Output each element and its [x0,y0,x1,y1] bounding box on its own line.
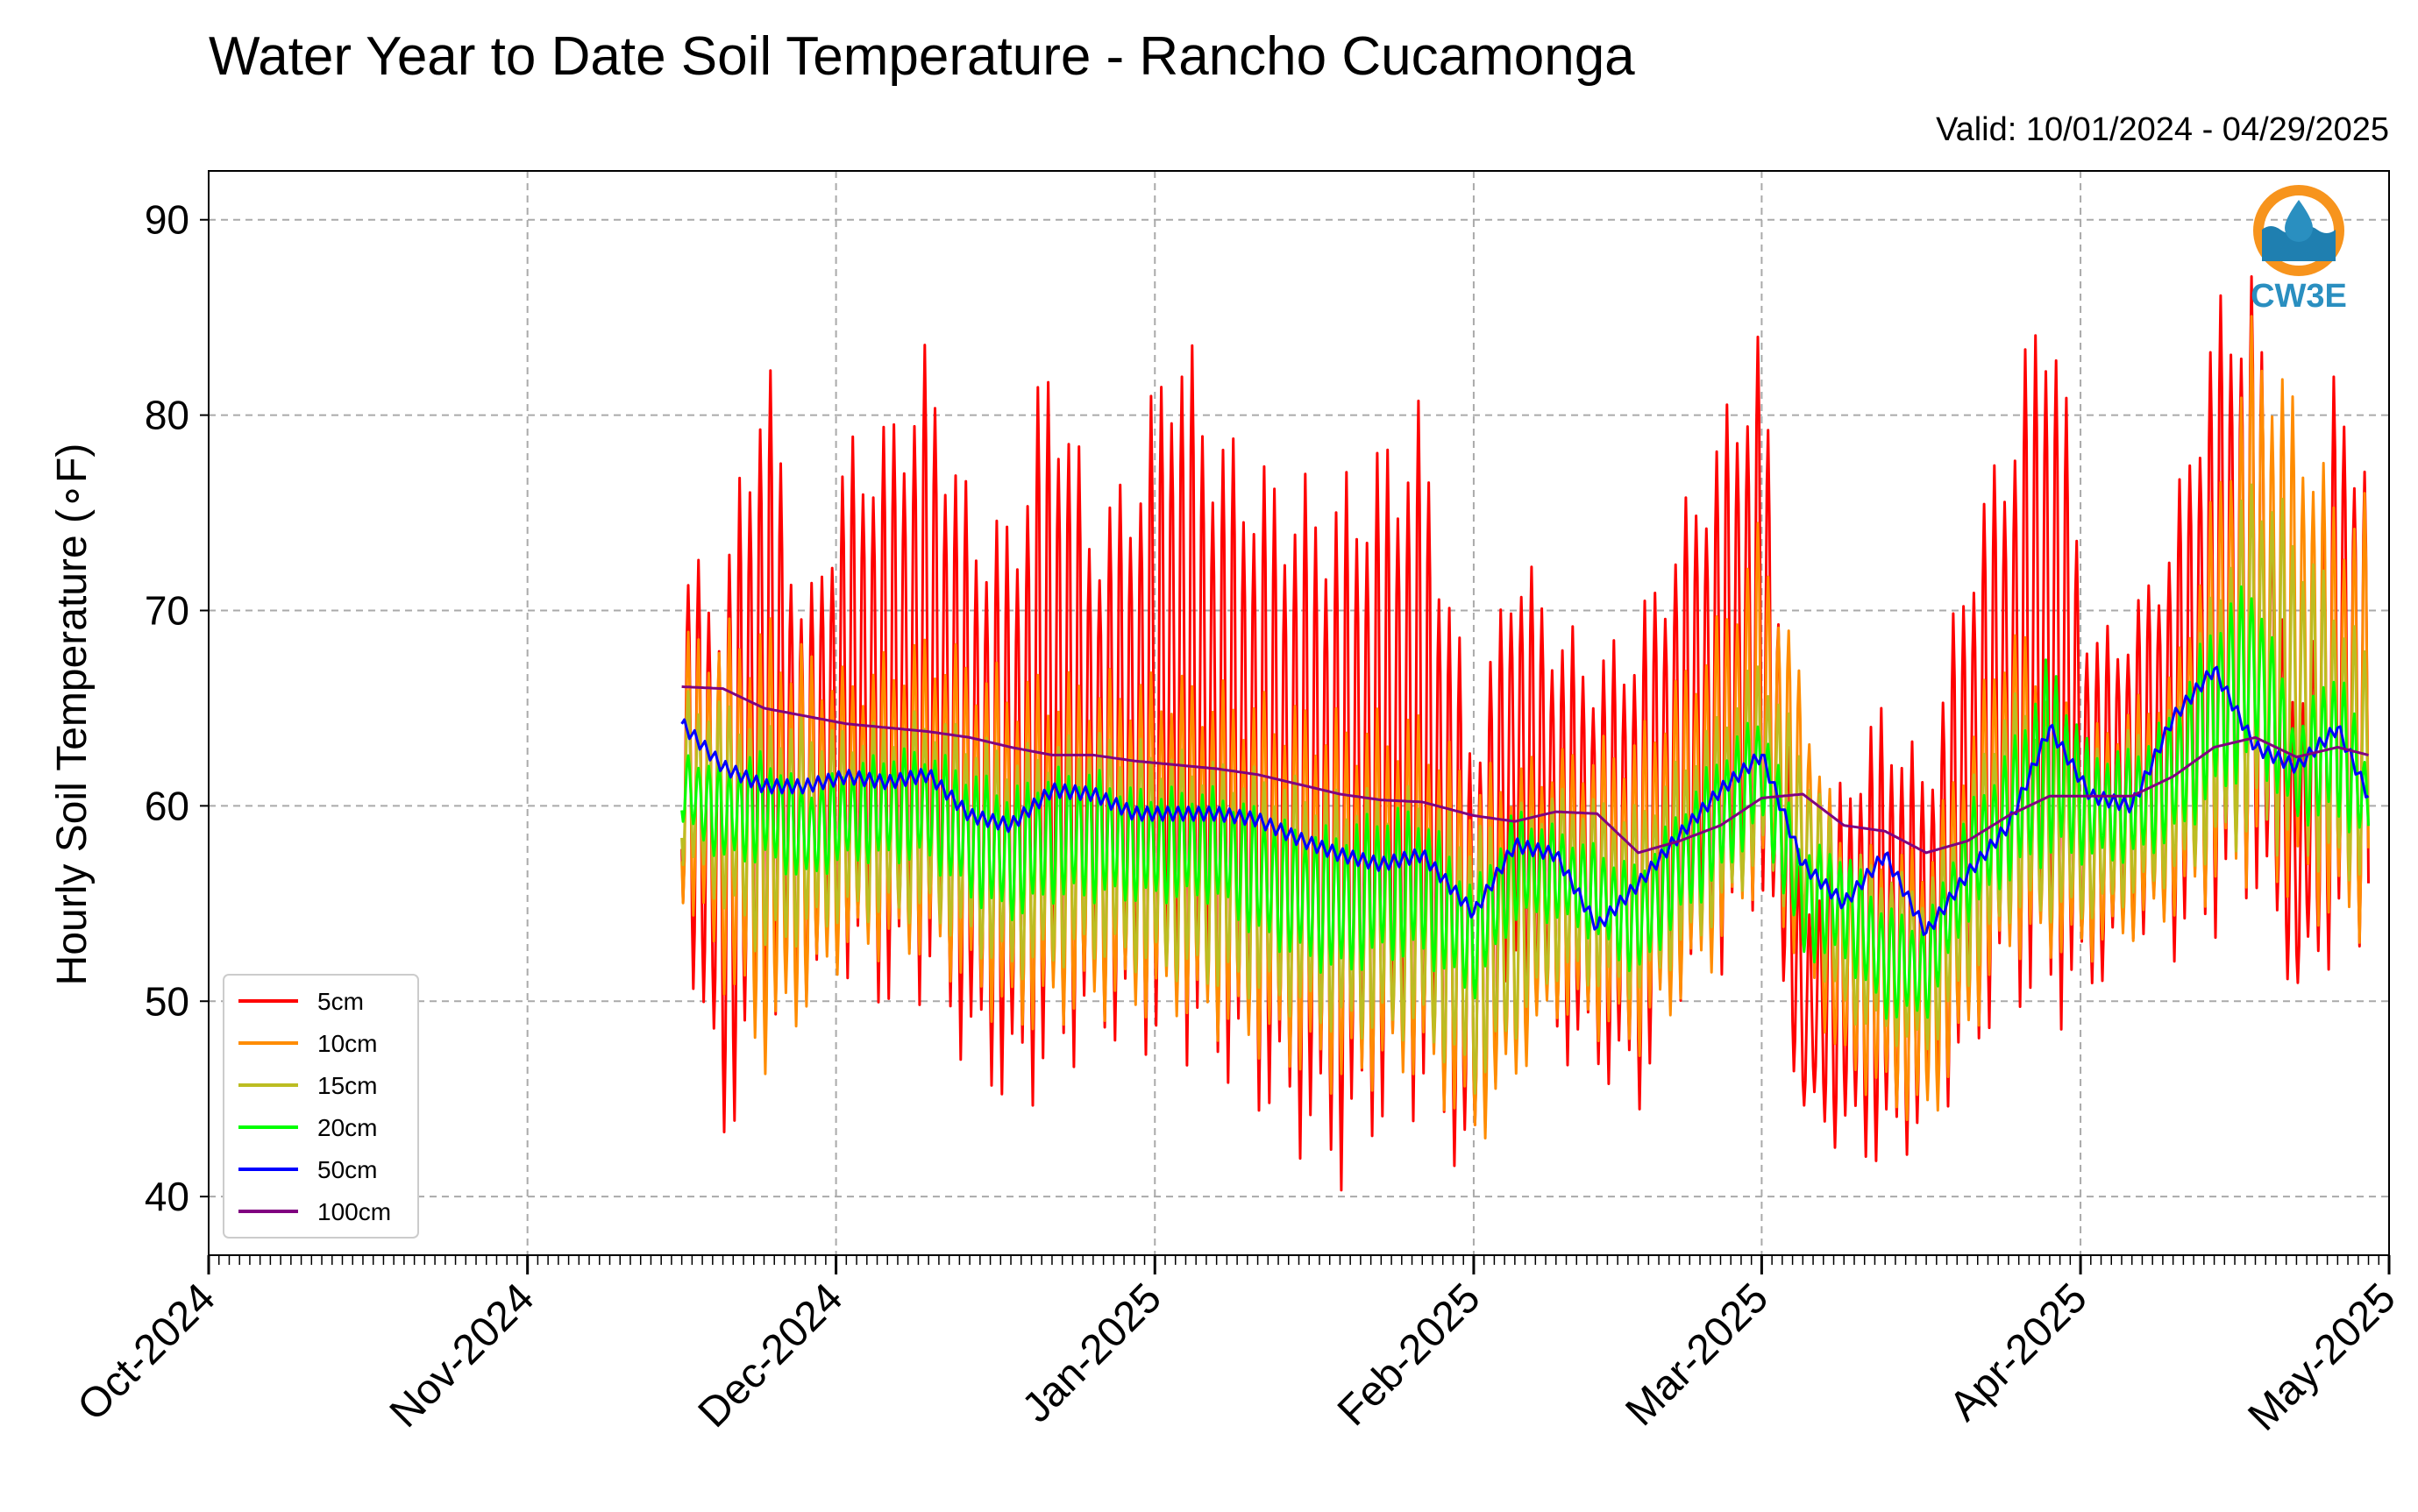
legend-box [223,974,419,1239]
logo-drop-icon [2285,200,2313,242]
series-line-100cm [681,685,2369,855]
series-line-20cm [680,585,2370,1020]
legend-label: 100cm [317,1198,391,1225]
legend: 5cm 10cm 15cm 20cm 50cm 100cm [223,974,419,1239]
y-tick-label: 90 [145,197,189,243]
legend-label: 20cm [317,1114,377,1141]
legend-label: 10cm [317,1030,377,1057]
legend-label: 50cm [317,1156,377,1183]
y-tick-label: 50 [145,978,189,1024]
y-tick-label: 40 [145,1174,189,1219]
legend-label: 5cm [317,988,364,1015]
y-tick-label: 70 [145,587,189,633]
logo-text: CW3E [2251,278,2347,315]
logo-ring [2253,185,2344,276]
chart-title: Water Year to Date Soil Temperature - Ra… [209,26,1635,87]
y-tick-label: 60 [145,783,189,828]
legend-items: 5cm 10cm 15cm 20cm 50cm 100cm [238,988,391,1225]
legend-label: 15cm [317,1072,377,1099]
cw3e-logo: CW3E [2251,185,2347,315]
y-tick-label: 80 [145,393,189,438]
plot-area [680,275,2370,1192]
chart-subtitle: Valid: 10/01/2024 - 04/29/2025 [1936,111,2389,148]
y-axis-label: Hourly Soil Temperature (∘F) [49,444,96,986]
logo-wave-icon [2262,226,2336,261]
